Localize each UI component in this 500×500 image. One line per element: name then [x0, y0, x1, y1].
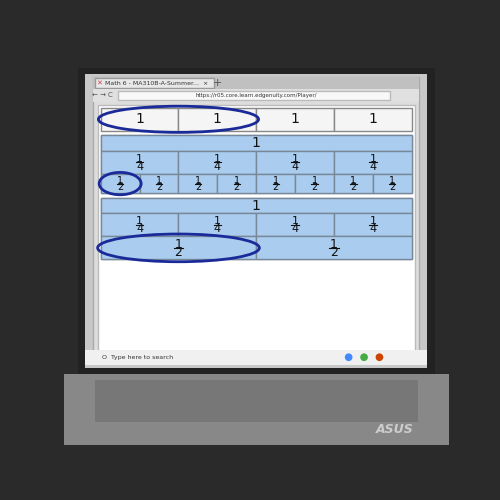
Bar: [94, 380, 418, 422]
Bar: [334, 174, 373, 193]
Text: 2: 2: [389, 182, 396, 192]
Bar: [100, 198, 412, 260]
Text: 2: 2: [195, 182, 201, 192]
Text: ✕: ✕: [96, 80, 102, 86]
Text: 1: 1: [234, 176, 240, 186]
Bar: [100, 174, 140, 193]
Bar: [86, 350, 427, 365]
Text: 4: 4: [214, 162, 221, 172]
Text: 1: 1: [195, 176, 201, 186]
Text: 2: 2: [117, 182, 123, 192]
Bar: [256, 213, 334, 236]
Text: 4: 4: [136, 224, 143, 234]
Bar: [100, 198, 412, 213]
Bar: [140, 174, 178, 193]
Text: 1: 1: [213, 112, 222, 126]
Bar: [334, 108, 412, 131]
Bar: [256, 236, 412, 260]
Text: ASUS: ASUS: [376, 423, 414, 436]
Text: 1: 1: [390, 176, 396, 186]
Bar: [178, 151, 256, 174]
Circle shape: [345, 354, 352, 361]
Text: 2: 2: [350, 182, 356, 192]
Text: 1: 1: [117, 176, 123, 186]
Text: O  Type here to search: O Type here to search: [102, 354, 174, 360]
Bar: [86, 74, 427, 368]
Text: 4: 4: [370, 162, 376, 172]
Text: 4: 4: [370, 224, 376, 234]
Text: C: C: [108, 92, 112, 98]
Text: ← →: ← →: [92, 92, 106, 98]
Bar: [100, 136, 412, 193]
Bar: [256, 108, 334, 131]
Text: 1: 1: [370, 216, 376, 226]
Text: 4: 4: [292, 162, 298, 172]
Bar: [93, 90, 420, 102]
Text: 4: 4: [292, 224, 298, 234]
Bar: [218, 174, 256, 193]
Text: 1: 1: [156, 176, 162, 186]
Text: +: +: [213, 78, 222, 88]
Bar: [93, 77, 420, 362]
Bar: [100, 213, 178, 236]
Bar: [100, 136, 412, 151]
Text: 1: 1: [290, 112, 300, 126]
Text: 1: 1: [136, 216, 143, 226]
Bar: [178, 174, 218, 193]
Text: 2: 2: [156, 182, 162, 192]
Text: 1: 1: [214, 154, 221, 164]
Bar: [118, 91, 390, 100]
Text: 1: 1: [174, 238, 182, 250]
Text: 2: 2: [272, 182, 279, 192]
Text: 2: 2: [234, 182, 240, 192]
Bar: [64, 374, 449, 445]
Text: 1: 1: [252, 198, 260, 212]
Text: 1: 1: [214, 216, 221, 226]
Text: 2: 2: [174, 246, 182, 259]
Bar: [100, 236, 256, 260]
Bar: [256, 174, 295, 193]
Bar: [100, 108, 178, 131]
Circle shape: [376, 354, 384, 361]
Bar: [93, 77, 420, 90]
Text: 1: 1: [350, 176, 356, 186]
Bar: [256, 151, 334, 174]
Text: 1: 1: [136, 154, 143, 164]
Bar: [100, 151, 178, 174]
Bar: [98, 104, 415, 359]
Bar: [78, 68, 435, 376]
Bar: [334, 213, 412, 236]
Bar: [178, 213, 256, 236]
Text: 2: 2: [312, 182, 318, 192]
Text: 1: 1: [292, 216, 298, 226]
Text: 1: 1: [272, 176, 279, 186]
Text: 1: 1: [330, 238, 338, 250]
Bar: [295, 174, 334, 193]
Text: 1: 1: [368, 112, 378, 126]
Text: 1: 1: [252, 136, 260, 150]
Text: 1: 1: [135, 112, 144, 126]
Text: 4: 4: [214, 224, 221, 234]
Text: 1: 1: [292, 154, 298, 164]
Text: Math 6 - MA310B-A-Summer...  ×: Math 6 - MA310B-A-Summer... ×: [104, 80, 208, 86]
Text: 2: 2: [330, 246, 338, 259]
Bar: [94, 78, 214, 88]
Bar: [373, 174, 412, 193]
Bar: [178, 108, 256, 131]
Circle shape: [360, 354, 368, 361]
Text: 4: 4: [136, 162, 143, 172]
Bar: [334, 151, 412, 174]
Text: 1: 1: [370, 154, 376, 164]
Text: 1: 1: [312, 176, 318, 186]
Text: https://r05.core.learn.edgenuity.com/Player/: https://r05.core.learn.edgenuity.com/Pla…: [196, 93, 317, 98]
